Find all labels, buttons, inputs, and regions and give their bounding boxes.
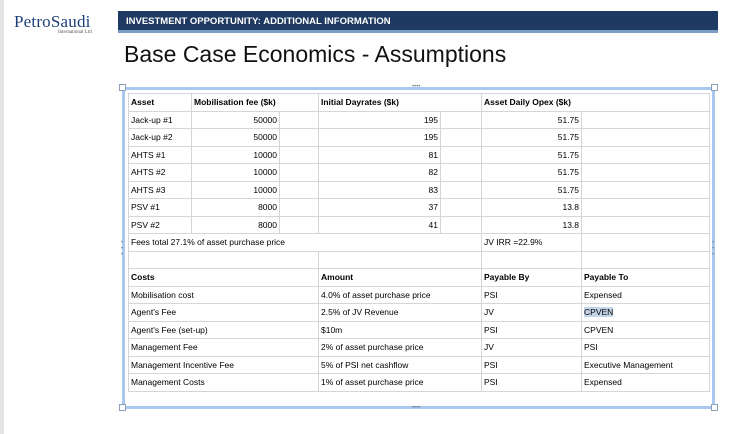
logo-name: PetroSaudi: [14, 12, 91, 31]
payable-by: PSI: [481, 355, 583, 374]
payable-to: CPVEN: [581, 320, 711, 339]
daily-opex: 13.8: [481, 215, 583, 234]
jv-irr-note: JV IRR =22.9%: [481, 233, 583, 252]
header-costs: Costs: [128, 268, 319, 287]
cost-amount: 2.5% of JV Revenue: [317, 303, 483, 322]
initial-dayrate: 41: [318, 215, 441, 234]
section-banner: INVESTMENT OPPORTUNITY: ADDITIONAL INFOR…: [118, 11, 718, 33]
resize-handle-bottom[interactable]: ••••: [412, 405, 421, 411]
cost-amount: 5% of PSI net cashflow: [317, 355, 483, 374]
header-asset: Asset: [128, 93, 192, 112]
payable-to: PSI: [581, 338, 711, 357]
payable-by: PSI: [481, 285, 583, 304]
assets-header-row: Asset Mobilisation fee ($k) Initial Dayr…: [128, 93, 711, 112]
mobilisation-fee: 8000: [191, 215, 280, 234]
table-row: Jack-up #2 50000 195 51.75: [128, 128, 711, 147]
daily-opex: 51.75: [481, 180, 583, 199]
header-payable-to: Payable To: [581, 268, 711, 287]
mobilisation-fee: 50000: [191, 110, 280, 129]
costs-header-row: Costs Amount Payable By Payable To: [128, 268, 711, 287]
table-row: Agent's Fee 2.5% of JV Revenue JV CPVEN: [128, 303, 711, 322]
header-amount: Amount: [317, 268, 483, 287]
selected-text: CPVEN: [584, 307, 614, 318]
payable-to: Executive Management: [581, 355, 711, 374]
cost-name: Agent's Fee: [128, 303, 319, 322]
payable-by: JV: [481, 303, 583, 322]
header-mobilisation-fee: Mobilisation fee ($k): [191, 93, 319, 112]
cost-amount: 4.0% of asset purchase price: [317, 285, 483, 304]
asset-name: Jack-up #2: [128, 128, 192, 147]
payable-by: PSI: [481, 320, 583, 339]
spacer-row: [128, 250, 711, 269]
asset-name: AHTS #1: [128, 145, 192, 164]
resize-handle-top-left[interactable]: [119, 84, 126, 91]
initial-dayrate: 81: [318, 145, 441, 164]
initial-dayrate: 82: [318, 163, 441, 182]
table-row: Mobilisation cost 4.0% of asset purchase…: [128, 285, 711, 304]
asset-name: PSV #1: [128, 198, 192, 217]
logo-tagline: International Ltd: [58, 30, 92, 35]
table-row: Management Costs 1% of asset purchase pr…: [128, 373, 711, 392]
table-row: Management Fee 2% of asset purchase pric…: [128, 338, 711, 357]
payable-to: Expensed: [581, 285, 711, 304]
table-row: Agent's Fee (set-up) $10m PSI CPVEN: [128, 320, 711, 339]
cost-name: Management Costs: [128, 373, 319, 392]
table-row: Jack-up #1 50000 195 51.75: [128, 110, 711, 129]
asset-name: Jack-up #1: [128, 110, 192, 129]
payable-by: JV: [481, 338, 583, 357]
resize-handle-top[interactable]: ••••: [412, 84, 421, 90]
resize-handle-bottom-right[interactable]: [711, 404, 718, 411]
daily-opex: 51.75: [481, 145, 583, 164]
daily-opex: 13.8: [481, 198, 583, 217]
header-initial-dayrates: Initial Dayrates ($k): [317, 93, 483, 112]
mobilisation-fee: 10000: [191, 163, 280, 182]
resize-handle-top-right[interactable]: [711, 84, 718, 91]
cost-name: Management Incentive Fee: [128, 355, 319, 374]
resize-handle-left[interactable]: • • •: [121, 240, 124, 258]
mobilisation-fee: 10000: [191, 180, 280, 199]
cost-name: Management Fee: [128, 338, 319, 357]
resize-handle-right[interactable]: • • •: [712, 240, 715, 258]
daily-opex: 51.75: [481, 163, 583, 182]
slide-title: Base Case Economics - Assumptions: [124, 41, 507, 67]
resize-handle-bottom-left[interactable]: [119, 404, 126, 411]
asset-name: AHTS #2: [128, 163, 192, 182]
notes-row: Fees total 27.1% of asset purchase price…: [127, 233, 711, 252]
table-row: AHTS #1 10000 81 51.75: [128, 145, 711, 164]
header-payable-by: Payable By: [481, 268, 583, 287]
cost-name: Mobilisation cost: [128, 285, 319, 304]
payable-to: Expensed: [581, 373, 711, 392]
slide-left-edge: [0, 0, 4, 434]
payable-to-selected[interactable]: CPVEN: [581, 303, 711, 322]
cost-amount: 1% of asset purchase price: [317, 373, 483, 392]
table-row: Management Incentive Fee 5% of PSI net c…: [128, 355, 711, 374]
header-daily-opex: Asset Daily Opex ($k): [481, 93, 711, 112]
payable-by: PSI: [481, 373, 583, 392]
table-row: AHTS #3 10000 83 51.75: [128, 180, 711, 199]
initial-dayrate: 37: [318, 198, 441, 217]
cost-amount: $10m: [317, 320, 483, 339]
cost-amount: 2% of asset purchase price: [317, 338, 483, 357]
mobilisation-fee: 50000: [191, 128, 280, 147]
table-row: AHTS #2 10000 82 51.75: [128, 163, 711, 182]
asset-name: PSV #2: [128, 215, 192, 234]
daily-opex: 51.75: [481, 128, 583, 147]
company-logo: PetroSaudi International Ltd: [14, 12, 92, 35]
mobilisation-fee: 10000: [191, 145, 280, 164]
initial-dayrate: 195: [318, 110, 441, 129]
initial-dayrate: 195: [318, 128, 441, 147]
mobilisation-fee: 8000: [191, 198, 280, 217]
table-row: PSV #1 8000 37 13.8: [128, 198, 711, 217]
table-row: PSV #2 8000 41 13.8: [128, 215, 711, 234]
initial-dayrate: 83: [318, 180, 441, 199]
asset-name: AHTS #3: [128, 180, 192, 199]
fees-total-note: Fees total 27.1% of asset purchase price: [127, 233, 483, 252]
assumptions-table: Asset Mobilisation fee ($k) Initial Dayr…: [127, 93, 711, 392]
cost-name: Agent's Fee (set-up): [128, 320, 319, 339]
daily-opex: 51.75: [481, 110, 583, 129]
